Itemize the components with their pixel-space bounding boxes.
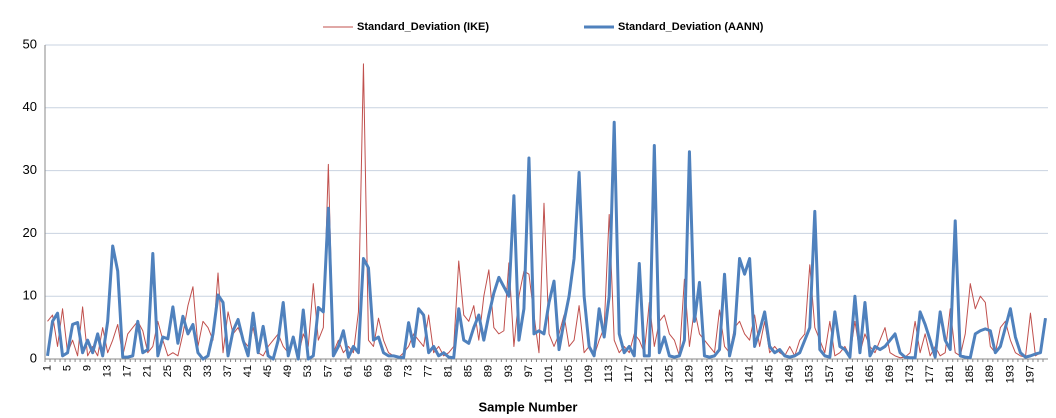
- legend-label: Standard_Deviation (AANN): [618, 21, 764, 33]
- x-tick-label: 45: [262, 365, 274, 377]
- x-tick-label: 5: [61, 365, 73, 371]
- x-tick-label: 65: [362, 365, 374, 377]
- y-tick-label: 30: [23, 162, 37, 177]
- x-tick-label: 185: [964, 365, 976, 383]
- x-tick-label: 141: [744, 365, 756, 383]
- x-tick-label: 9: [82, 365, 94, 371]
- x-tick-label: 117: [623, 365, 635, 383]
- x-tick-label: 137: [723, 365, 735, 383]
- x-tick-label: 193: [1004, 365, 1016, 383]
- x-tick-label: 165: [864, 365, 876, 383]
- x-tick-label: 17: [122, 365, 134, 377]
- x-tick-label: 145: [764, 365, 776, 383]
- x-tick-label: 153: [804, 365, 816, 383]
- x-tick-label: 197: [1024, 365, 1036, 383]
- x-tick-label: 81: [443, 365, 455, 377]
- y-tick-label: 50: [23, 36, 37, 51]
- x-tick-label: 113: [603, 365, 615, 383]
- x-tick-label: 149: [784, 365, 796, 383]
- x-tick-label: 49: [282, 365, 294, 377]
- x-tick-label: 109: [583, 365, 595, 383]
- y-tick-label: 40: [23, 99, 37, 114]
- x-tick-label: 69: [382, 365, 394, 377]
- series-line: [46, 120, 1047, 361]
- x-tick-label: 161: [844, 365, 856, 383]
- x-tick-label: 73: [402, 365, 414, 377]
- x-tick-label: 21: [142, 365, 154, 377]
- x-tick-label: 53: [302, 365, 314, 377]
- x-tick-label: 85: [463, 365, 475, 377]
- y-tick-label: 0: [30, 350, 37, 365]
- x-tick-label: 169: [884, 365, 896, 383]
- x-tick-label: 177: [924, 365, 936, 383]
- x-axis-title: Sample Number: [479, 399, 578, 414]
- x-tick-label: 181: [944, 365, 956, 383]
- x-tick-label: 29: [182, 365, 194, 377]
- x-tick-label: 157: [824, 365, 836, 383]
- x-tick-label: 173: [904, 365, 916, 383]
- y-tick-label: 20: [23, 225, 37, 240]
- x-tick-label: 57: [322, 365, 334, 377]
- x-tick-label: 41: [242, 365, 254, 377]
- y-tick-label: 10: [23, 288, 37, 303]
- x-tick-label: 89: [483, 365, 495, 377]
- x-tick-label: 13: [102, 365, 114, 377]
- x-tick-label: 93: [503, 365, 515, 377]
- x-tick-label: 101: [543, 365, 555, 383]
- x-tick-label: 33: [202, 365, 214, 377]
- x-tick-label: 189: [984, 365, 996, 383]
- x-tick-label: 121: [643, 365, 655, 383]
- x-tick-label: 1: [41, 365, 53, 371]
- x-tick-label: 129: [683, 365, 695, 383]
- x-tick-label: 25: [162, 365, 174, 377]
- legend-label: Standard_Deviation (IKE): [357, 21, 489, 33]
- x-tick-label: 97: [523, 365, 535, 377]
- x-tick-label: 77: [423, 365, 435, 377]
- x-tick-label: 105: [563, 365, 575, 383]
- x-tick-label: 61: [342, 365, 354, 377]
- x-tick-label: 133: [703, 365, 715, 383]
- x-tick-label: 125: [663, 365, 675, 383]
- x-tick-label: 37: [222, 365, 234, 377]
